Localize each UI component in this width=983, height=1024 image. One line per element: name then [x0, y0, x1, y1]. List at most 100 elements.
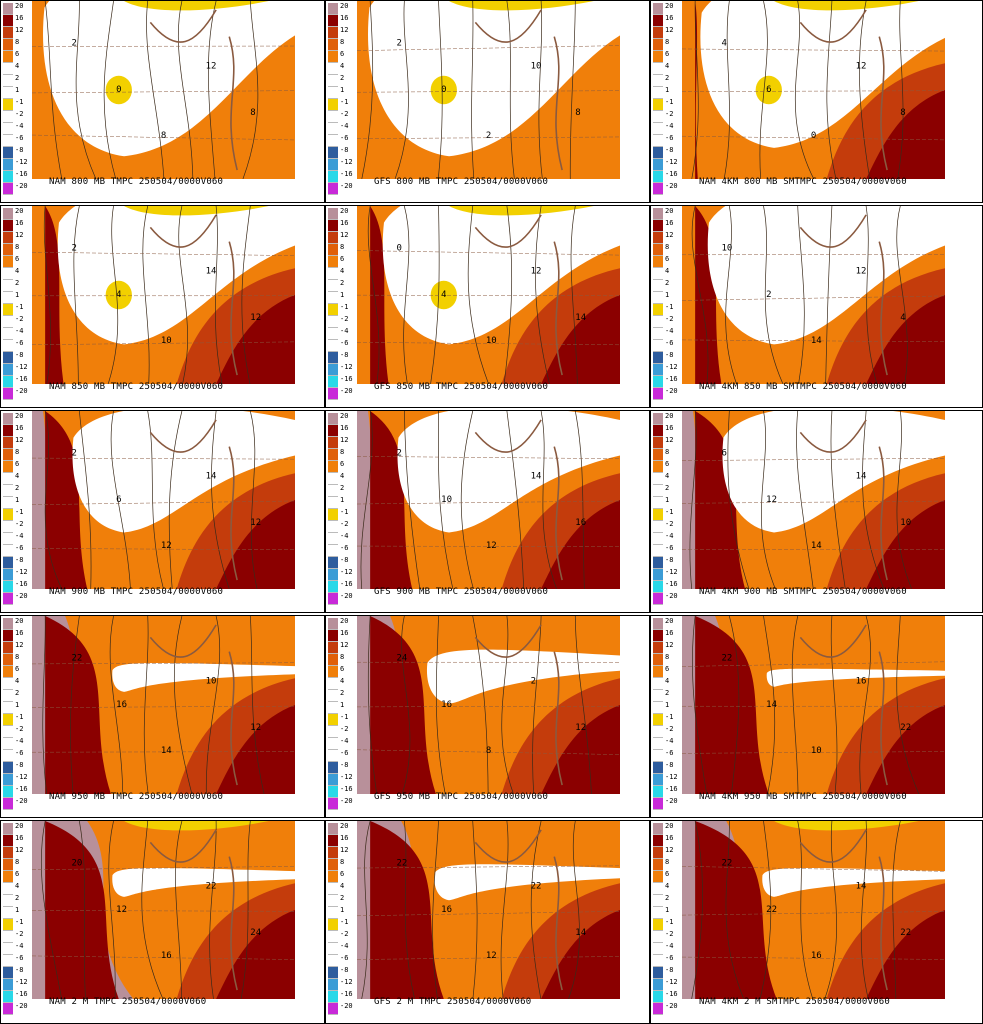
legend-swatch: -16 — [328, 170, 353, 183]
isotherm-line — [830, 411, 846, 589]
legend-swatch: 16 — [3, 424, 23, 437]
legend-label: -16 — [15, 170, 28, 178]
legend-label: 8 — [15, 858, 20, 866]
legend-label: -4 — [665, 122, 674, 130]
cold-region — [57, 206, 295, 345]
legend-swatch: -8 — [3, 556, 23, 569]
cold-region — [766, 668, 945, 687]
state-border — [682, 295, 945, 301]
isotherm-line — [862, 411, 885, 589]
legend-swatch: 6 — [653, 870, 669, 883]
map-svg: 6 12 14 14 10 — [682, 411, 945, 589]
map-svg: 10 2 14 12 4 — [682, 206, 945, 384]
legend-swatch: -4 — [3, 532, 23, 545]
legend-label: 6 — [15, 50, 20, 58]
legend-label: -16 — [15, 375, 28, 383]
isotherm-line — [107, 206, 119, 384]
legend-swatch: 6 — [328, 460, 344, 473]
legend-swatch: -4 — [328, 942, 348, 955]
isotherm-line — [797, 206, 805, 384]
contour-label: 8 — [250, 108, 255, 118]
legend-label: -20 — [340, 182, 353, 190]
very-hot-region — [216, 500, 295, 589]
legend-swatch: -2 — [328, 725, 348, 738]
map-panel: 20 16 12 8 6 4 2 1 -1 -2 -4 -6 -8 -12 -16 -20 2 0 8 12 8 NAM … — [0, 0, 325, 203]
legend-swatch: 6 — [653, 665, 669, 678]
cold-region — [382, 206, 620, 345]
very-hot-region — [370, 206, 389, 384]
isotherm-line — [689, 411, 697, 589]
legend-label: -20 — [665, 592, 678, 600]
map-svg: 2 10 12 14 16 — [357, 411, 620, 589]
legend-swatch: 8 — [3, 38, 19, 51]
legend-label: 6 — [15, 665, 20, 673]
state-border — [357, 136, 620, 139]
legend-label: -16 — [15, 990, 28, 998]
legend-swatch: 1 — [328, 496, 344, 509]
legend-label: -2 — [340, 315, 349, 323]
isotherm-line — [691, 1, 699, 179]
contour-label: 10 — [441, 495, 452, 505]
contour-label: 10 — [900, 518, 911, 528]
legend-swatch: 2 — [653, 279, 669, 292]
legend-label: 8 — [665, 858, 670, 866]
legend-swatch: -16 — [653, 375, 678, 388]
legend-label: 6 — [340, 460, 345, 468]
legend-swatch: -2 — [653, 315, 673, 328]
legend-swatch: -6 — [653, 339, 673, 352]
isotherm-line — [360, 411, 373, 589]
legend-swatch: -1 — [328, 508, 348, 521]
legend-label: 16 — [340, 219, 349, 227]
legend-swatch: -6 — [328, 954, 348, 967]
contour-label: 2 — [396, 449, 401, 459]
legend-label: 1 — [665, 291, 670, 299]
legend-swatch: 6 — [653, 255, 669, 268]
legend-swatch: 20 — [328, 2, 348, 15]
legend-swatch: 16 — [328, 219, 348, 232]
legend-swatch: -4 — [653, 737, 673, 750]
isotherm-line — [460, 411, 474, 589]
legend-swatch: -12 — [3, 773, 28, 786]
legend-swatch: 2 — [328, 689, 344, 702]
legend-swatch: 6 — [3, 870, 19, 883]
legend-label: 16 — [665, 14, 674, 22]
legend-label: -2 — [665, 520, 674, 528]
legend-label: -1 — [15, 713, 24, 721]
legend-label: 4 — [15, 267, 20, 275]
legend-label: 16 — [15, 834, 24, 842]
great-lakes-outline — [149, 624, 217, 658]
legend-swatch: -8 — [3, 351, 23, 364]
state-border — [32, 910, 295, 912]
temperature-map: 0 4 10 12 14 — [357, 206, 620, 384]
cold-region — [707, 206, 945, 345]
legend-label: 6 — [665, 255, 670, 263]
state-border — [32, 548, 295, 550]
panel-caption: NAM 850 MB TMPC 250504/0000V060 — [49, 382, 224, 392]
legend-label: 8 — [340, 653, 345, 661]
isotherm-line — [141, 821, 164, 999]
legend-swatch: 1 — [653, 906, 669, 919]
legend-swatch: 16 — [3, 629, 23, 642]
legend-swatch: -6 — [3, 339, 23, 352]
legend-label: 12 — [665, 26, 674, 34]
legend-label: 4 — [15, 677, 20, 685]
legend-swatch: 8 — [328, 448, 344, 461]
isotherm-line — [759, 821, 772, 999]
legend-swatch: -16 — [3, 990, 28, 1003]
legend-swatch: 4 — [653, 882, 669, 895]
legend-swatch: -6 — [653, 134, 673, 147]
legend-label: -12 — [340, 568, 353, 576]
legend-swatch: -20 — [3, 1002, 28, 1015]
legend-label: 2 — [665, 279, 670, 287]
contour-label: 6 — [116, 495, 121, 505]
legend-label: 1 — [340, 906, 345, 914]
contour-label: 22 — [396, 859, 407, 869]
legend-swatch: 12 — [328, 641, 348, 654]
legend-swatch: 1 — [653, 291, 669, 304]
legend-label: 2 — [665, 894, 670, 902]
legend-label: -6 — [665, 749, 674, 757]
legend-swatch: 12 — [653, 641, 673, 654]
legend-swatch: 16 — [653, 629, 673, 642]
isotherm-line — [403, 206, 410, 384]
